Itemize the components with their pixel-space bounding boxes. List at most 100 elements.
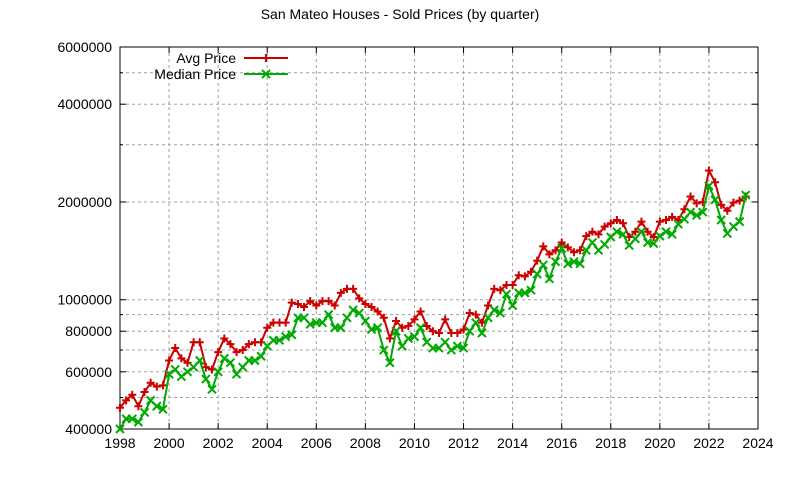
data-point	[262, 54, 270, 62]
data-point	[734, 216, 745, 227]
data-point	[360, 316, 371, 326]
data-point	[306, 297, 315, 306]
data-point	[452, 341, 463, 351]
y-tick-label: 1000000	[57, 292, 112, 308]
data-point	[619, 219, 628, 228]
x-tick-label: 2006	[301, 435, 332, 451]
data-point	[477, 318, 486, 327]
data-point	[201, 363, 210, 372]
data-point	[416, 307, 425, 316]
data-point	[410, 315, 419, 324]
data-point	[649, 238, 659, 249]
data-point	[146, 378, 155, 387]
x-tick-label: 2008	[350, 435, 381, 451]
data-point	[409, 331, 420, 342]
data-point	[219, 353, 229, 364]
data-point	[575, 259, 585, 269]
data-point	[550, 256, 561, 267]
data-point	[379, 345, 389, 355]
data-point	[471, 310, 480, 319]
data-point	[538, 260, 548, 270]
data-point	[599, 239, 610, 250]
data-point	[397, 341, 407, 351]
data-point	[379, 313, 388, 322]
data-point	[716, 215, 726, 225]
data-point	[594, 230, 603, 239]
data-point	[134, 402, 143, 411]
x-tick-label: 2000	[153, 435, 184, 451]
data-point	[668, 212, 677, 221]
data-point	[490, 284, 499, 293]
x-tick-label: 2016	[546, 435, 577, 451]
x-tick-label: 2022	[693, 435, 724, 451]
data-point	[526, 285, 536, 295]
data-point	[415, 323, 426, 333]
data-point	[171, 344, 180, 353]
x-tick-label: 2002	[203, 435, 234, 451]
legend-label-median: Median Price	[154, 66, 236, 82]
data-point	[710, 195, 720, 205]
data-point	[514, 271, 523, 280]
data-point	[569, 256, 579, 267]
data-point	[581, 245, 591, 255]
data-point	[544, 274, 555, 284]
y-tick-label: 600000	[65, 364, 112, 380]
data-point	[373, 307, 382, 316]
data-point	[422, 322, 431, 331]
data-point	[182, 367, 193, 377]
data-point	[587, 237, 598, 248]
data-point	[453, 328, 462, 337]
data-point	[164, 369, 174, 379]
y-tick-label: 800000	[65, 323, 112, 339]
data-point	[483, 313, 493, 323]
data-point	[667, 229, 677, 240]
data-point	[226, 340, 235, 349]
data-point	[324, 297, 333, 306]
data-point	[281, 318, 290, 327]
data-point	[704, 181, 714, 191]
data-point	[685, 207, 696, 217]
data-point	[576, 246, 585, 255]
data-point	[213, 367, 223, 377]
data-point	[140, 387, 149, 396]
data-point	[520, 272, 529, 281]
series-avg-price	[116, 166, 750, 412]
data-point	[520, 288, 530, 298]
data-point	[287, 298, 296, 307]
data-point	[691, 210, 702, 220]
data-point	[539, 242, 548, 251]
data-point	[261, 69, 271, 79]
data-point	[440, 337, 450, 347]
data-point	[723, 206, 732, 215]
data-point	[195, 338, 204, 347]
data-point	[446, 345, 456, 355]
series-median-price	[115, 181, 751, 434]
data-point	[225, 357, 236, 368]
data-point	[207, 384, 217, 395]
data-point	[244, 340, 253, 349]
data-point	[569, 248, 578, 257]
data-point	[606, 219, 615, 228]
data-point	[649, 233, 658, 242]
data-point	[698, 207, 708, 217]
data-point	[551, 246, 560, 255]
data-point	[465, 309, 474, 318]
data-point	[300, 302, 309, 311]
data-point	[532, 269, 542, 279]
data-point	[717, 200, 726, 209]
data-point	[342, 313, 352, 323]
data-point	[152, 401, 162, 411]
data-point	[471, 317, 481, 328]
data-point	[250, 355, 260, 366]
data-point	[404, 322, 413, 331]
y-tick-label: 4000000	[57, 96, 112, 112]
data-point	[735, 196, 744, 205]
data-point	[507, 300, 518, 311]
data-point	[464, 326, 475, 336]
data-point	[556, 243, 567, 254]
data-point	[385, 334, 394, 343]
data-point	[128, 390, 137, 399]
plot-border	[119, 46, 759, 430]
data-point	[274, 335, 285, 346]
data-point	[232, 348, 241, 357]
